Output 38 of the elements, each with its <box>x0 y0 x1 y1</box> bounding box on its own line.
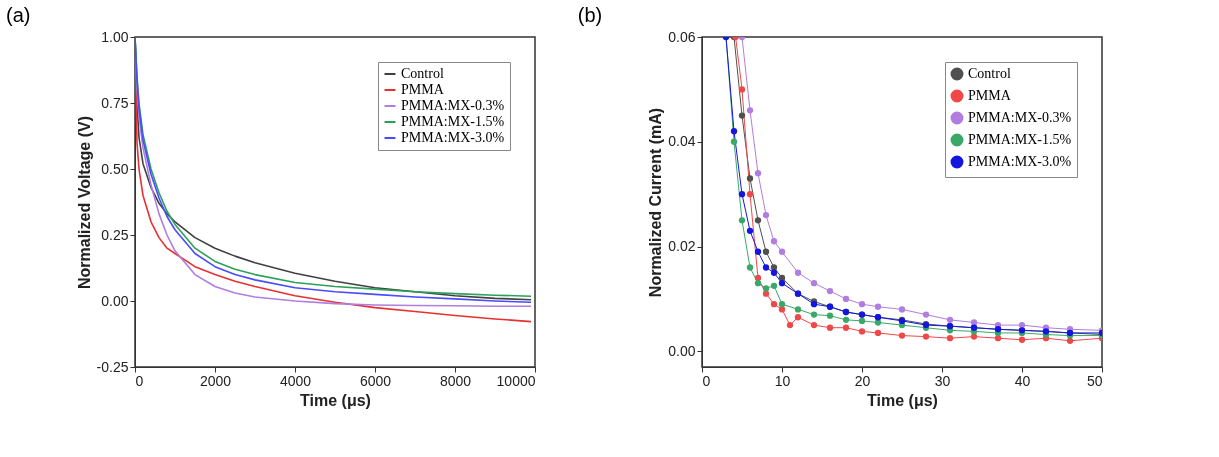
y-axis-title: Normalized Voltage (V) <box>75 115 93 290</box>
legend-label: PMMA:MX-0.3% <box>401 98 505 113</box>
y-tick-label: 0.00 <box>101 292 129 309</box>
legend-label: PMMA:MX-3.0% <box>968 154 1072 169</box>
x-tick-label: 30 <box>934 372 951 389</box>
x-tick-label: 4000 <box>279 372 312 389</box>
y-tick-label: 0.06 <box>668 28 696 45</box>
x-tick-label: 20 <box>854 372 871 389</box>
x-axis-title: Time (μs) <box>867 391 938 409</box>
x-tick-label: 10 <box>774 372 791 389</box>
y-tick-label: 0.04 <box>668 133 696 150</box>
x-tick-label: 6000 <box>359 372 392 389</box>
legend-label: PMMA:MX-3.0% <box>401 130 505 145</box>
y-tick-label: 0.75 <box>101 94 129 111</box>
y-tick-label: 0.00 <box>668 342 696 359</box>
x-tick-label: 10000 <box>496 372 536 389</box>
chart-title: (a) <box>6 4 31 26</box>
y-tick-label: 0.02 <box>668 238 696 255</box>
y-tick-label: 1.00 <box>101 28 129 45</box>
y-tick-label: 0.25 <box>101 226 129 243</box>
legend-label: PMMA:MX-1.5% <box>968 132 1072 147</box>
y-axis-title: Normalized Current (mA) <box>647 107 665 298</box>
x-tick-label: 50 <box>1086 372 1103 389</box>
legend-label: PMMA <box>401 82 445 97</box>
legend-label: PMMA:MX-0.3% <box>968 110 1072 125</box>
y-tick-label: 0.50 <box>101 160 129 177</box>
x-tick-label: 2000 <box>199 372 232 389</box>
x-axis-title: Time (μs) <box>300 391 371 409</box>
legend-label: Control <box>401 66 444 81</box>
legend-label: PMMA <box>968 88 1012 103</box>
chart-title: (b) <box>577 4 603 26</box>
legend-label: PMMA:MX-1.5% <box>401 114 505 129</box>
x-tick-label: 8000 <box>439 372 472 389</box>
x-tick-label: 0 <box>702 372 711 389</box>
x-tick-label: 40 <box>1014 372 1031 389</box>
legend-label: Control <box>968 66 1011 81</box>
x-tick-label: 0 <box>135 372 144 389</box>
y-tick-label: -0.25 <box>96 358 129 375</box>
